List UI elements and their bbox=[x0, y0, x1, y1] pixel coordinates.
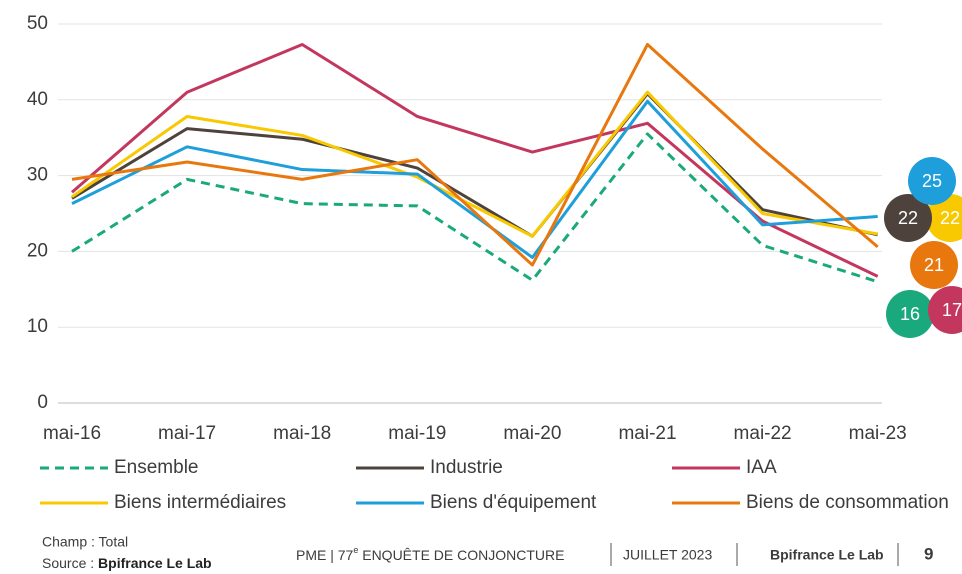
x-tick-label: mai-19 bbox=[388, 423, 446, 444]
series-line bbox=[71, 132, 879, 284]
publication: PME | 77e ENQUÊTE DE CONJONCTURE bbox=[296, 545, 564, 562]
x-tick-label: mai-21 bbox=[618, 423, 676, 444]
publication-b: ENQUÊTE DE CONJONCTURE bbox=[358, 547, 564, 563]
source-label: Source : bbox=[42, 555, 94, 571]
y-tick-label: 30 bbox=[27, 165, 48, 186]
end-bubble bbox=[884, 194, 932, 242]
y-tick-label: 10 bbox=[27, 316, 48, 337]
y-tick-label: 50 bbox=[27, 13, 48, 34]
end-bubble bbox=[908, 157, 956, 205]
series-line bbox=[71, 42, 879, 267]
series-line bbox=[71, 92, 879, 238]
end-bubble bbox=[926, 194, 962, 242]
y-tick-label: 40 bbox=[27, 89, 48, 110]
value-label: 22 bbox=[940, 208, 960, 228]
legend-label: Biens de consommation bbox=[746, 492, 949, 513]
x-tick-label: mai-16 bbox=[43, 423, 101, 444]
value-label: 25 bbox=[922, 171, 942, 191]
end-bubble bbox=[910, 241, 958, 289]
publication-a: PME | 77 bbox=[296, 547, 354, 563]
value-label: 22 bbox=[898, 208, 918, 228]
source: Source : Bpifrance Le Lab bbox=[42, 555, 212, 571]
end-bubble bbox=[928, 286, 962, 334]
x-tick-label: mai-18 bbox=[273, 423, 331, 444]
end-bubble bbox=[886, 290, 934, 338]
legend-label: Biens intermédiaires bbox=[114, 492, 286, 513]
x-tick-label: mai-23 bbox=[849, 423, 907, 444]
page-number: 9 bbox=[924, 544, 933, 563]
champ: Champ : Total bbox=[42, 534, 128, 550]
x-tick-label: mai-17 bbox=[158, 423, 216, 444]
value-label: 16 bbox=[900, 304, 920, 324]
x-tick-label: mai-22 bbox=[734, 423, 792, 444]
legend-label: IAA bbox=[746, 457, 777, 478]
y-tick-label: 20 bbox=[27, 240, 48, 261]
x-tick-label: mai-20 bbox=[503, 423, 561, 444]
date: JUILLET 2023 bbox=[623, 547, 712, 563]
series-line bbox=[71, 90, 878, 238]
legend-label: Ensemble bbox=[114, 457, 199, 478]
publication-sup: e bbox=[353, 545, 358, 555]
legend-label: Biens d'équipement bbox=[430, 492, 597, 513]
value-label: 21 bbox=[924, 255, 944, 275]
brand: Bpifrance Le Lab bbox=[770, 547, 884, 563]
value-label: 17 bbox=[942, 300, 962, 320]
legend-label: Industrie bbox=[430, 457, 503, 478]
y-tick-label: 0 bbox=[37, 392, 48, 413]
series-line bbox=[71, 99, 878, 259]
source-value: Bpifrance Le Lab bbox=[98, 555, 212, 571]
